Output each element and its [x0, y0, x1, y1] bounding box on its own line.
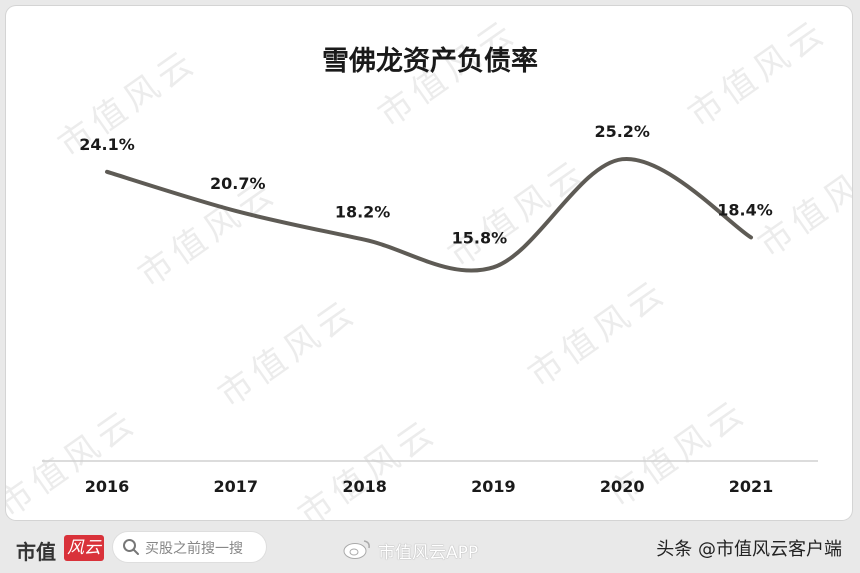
chart-card: 市值风云 市值风云 市值风云 市值风云 市值风云 市值风云 市值风云 市值风云 … [6, 6, 852, 520]
chart-title: 雪佛龙资产负债率 [322, 45, 538, 77]
footer-bar: 市值 风云 买股之前搜一搜 市值风云APP 头条 @市值风云客户端 [0, 524, 860, 573]
data-label-2021: 18.4% [717, 200, 773, 219]
x-tick-label-2018: 2018 [342, 477, 387, 496]
brand-logo-tag: 风云 [64, 535, 104, 561]
x-tick-label-2017: 2017 [214, 477, 259, 496]
x-tick-label-2021: 2021 [729, 477, 774, 496]
line-chart: 雪佛龙资产负债率 24.1%20.7%18.2%15.8%25.2%18.4% … [42, 45, 818, 496]
x-tick-label-2016: 2016 [85, 477, 130, 496]
search-box[interactable]: 买股之前搜一搜 [113, 532, 266, 562]
x-tick-label-2019: 2019 [471, 477, 516, 496]
data-label-2019: 15.8% [452, 228, 508, 247]
search-placeholder: 买股之前搜一搜 [145, 541, 243, 557]
weibo-account: 市值风云APP [378, 543, 479, 563]
brand-logo-text: 市值 [16, 540, 56, 564]
data-label-2017: 20.7% [210, 174, 266, 193]
weibo-icon [343, 540, 370, 559]
search-icon [123, 539, 139, 555]
series-line [105, 157, 753, 273]
x-tick-label-2020: 2020 [600, 477, 645, 496]
headline-account: 头条 @市值风云客户端 [656, 539, 842, 560]
data-label-2020: 25.2% [594, 122, 650, 141]
data-label-2016: 24.1% [79, 135, 135, 154]
data-label-2018: 18.2% [335, 203, 391, 222]
